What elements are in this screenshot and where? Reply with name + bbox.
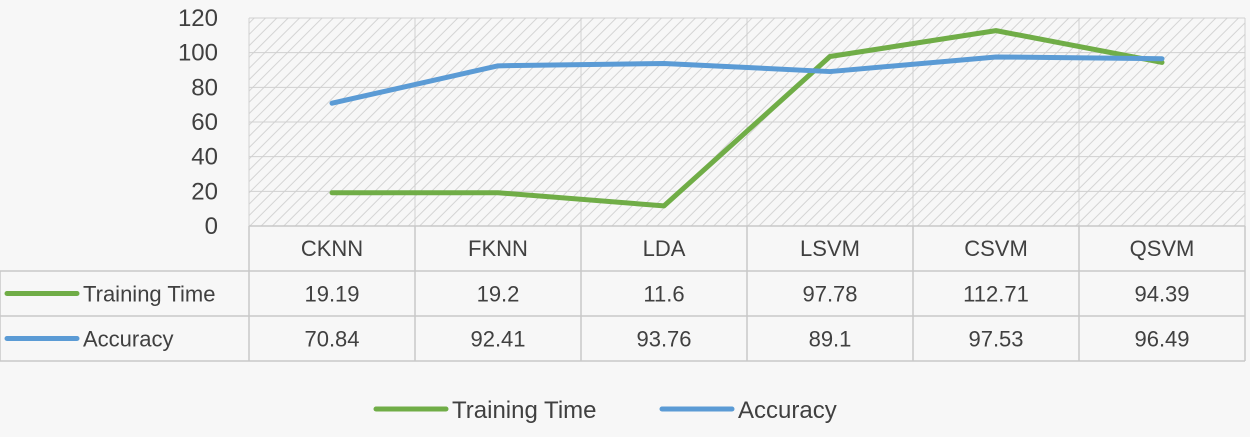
category-label: CSVM bbox=[964, 236, 1028, 261]
data-table: CKNN FKNN LDA LSVM CSVM QSVM Training Time 19.1… bbox=[0, 225, 1246, 362]
category-label: LSVM bbox=[800, 236, 860, 261]
legend-label: Accuracy bbox=[738, 397, 837, 424]
series-line bbox=[329, 54, 1165, 106]
category-label: CKNN bbox=[301, 236, 363, 261]
row-series-name: Training Time bbox=[83, 282, 215, 307]
table-cell-value: 97.53 bbox=[968, 327, 1023, 352]
y-tick-label: 80 bbox=[191, 74, 218, 101]
table-cell-value: 70.84 bbox=[304, 327, 359, 352]
y-tick-label: 100 bbox=[178, 40, 218, 67]
table-cell-value: 96.49 bbox=[1134, 327, 1189, 352]
y-tick-label: 60 bbox=[191, 109, 218, 136]
legend: Training Time Accuracy bbox=[373, 397, 837, 424]
y-tick-label: 0 bbox=[205, 213, 218, 240]
table-cell-value: 19.19 bbox=[304, 282, 359, 307]
y-axis-ticks: 0 20 40 60 80 100 120 bbox=[178, 5, 218, 240]
category-label: LDA bbox=[643, 236, 686, 261]
y-tick-label: 120 bbox=[178, 5, 218, 32]
table-cell-value: 89.1 bbox=[809, 327, 852, 352]
table-cell-value: 93.76 bbox=[636, 327, 691, 352]
y-tick-label: 40 bbox=[191, 144, 218, 171]
category-label: QSVM bbox=[1130, 236, 1195, 261]
category-label: FKNN bbox=[468, 236, 528, 261]
row-series-name: Accuracy bbox=[83, 327, 173, 352]
legend-label: Training Time bbox=[452, 397, 597, 424]
table-cell-value: 11.6 bbox=[643, 282, 684, 307]
table-cell-value: 94.39 bbox=[1134, 282, 1189, 307]
table-cell-value: 92.41 bbox=[470, 327, 525, 352]
series-line bbox=[329, 28, 1165, 209]
table-cell-value: 19.2 bbox=[477, 282, 520, 307]
y-tick-label: 20 bbox=[191, 178, 218, 205]
series-lines bbox=[329, 28, 1165, 209]
table-cell-value: 97.78 bbox=[802, 282, 857, 307]
gridlines bbox=[248, 17, 1246, 227]
table-cell-value: 112.71 bbox=[963, 282, 1029, 307]
